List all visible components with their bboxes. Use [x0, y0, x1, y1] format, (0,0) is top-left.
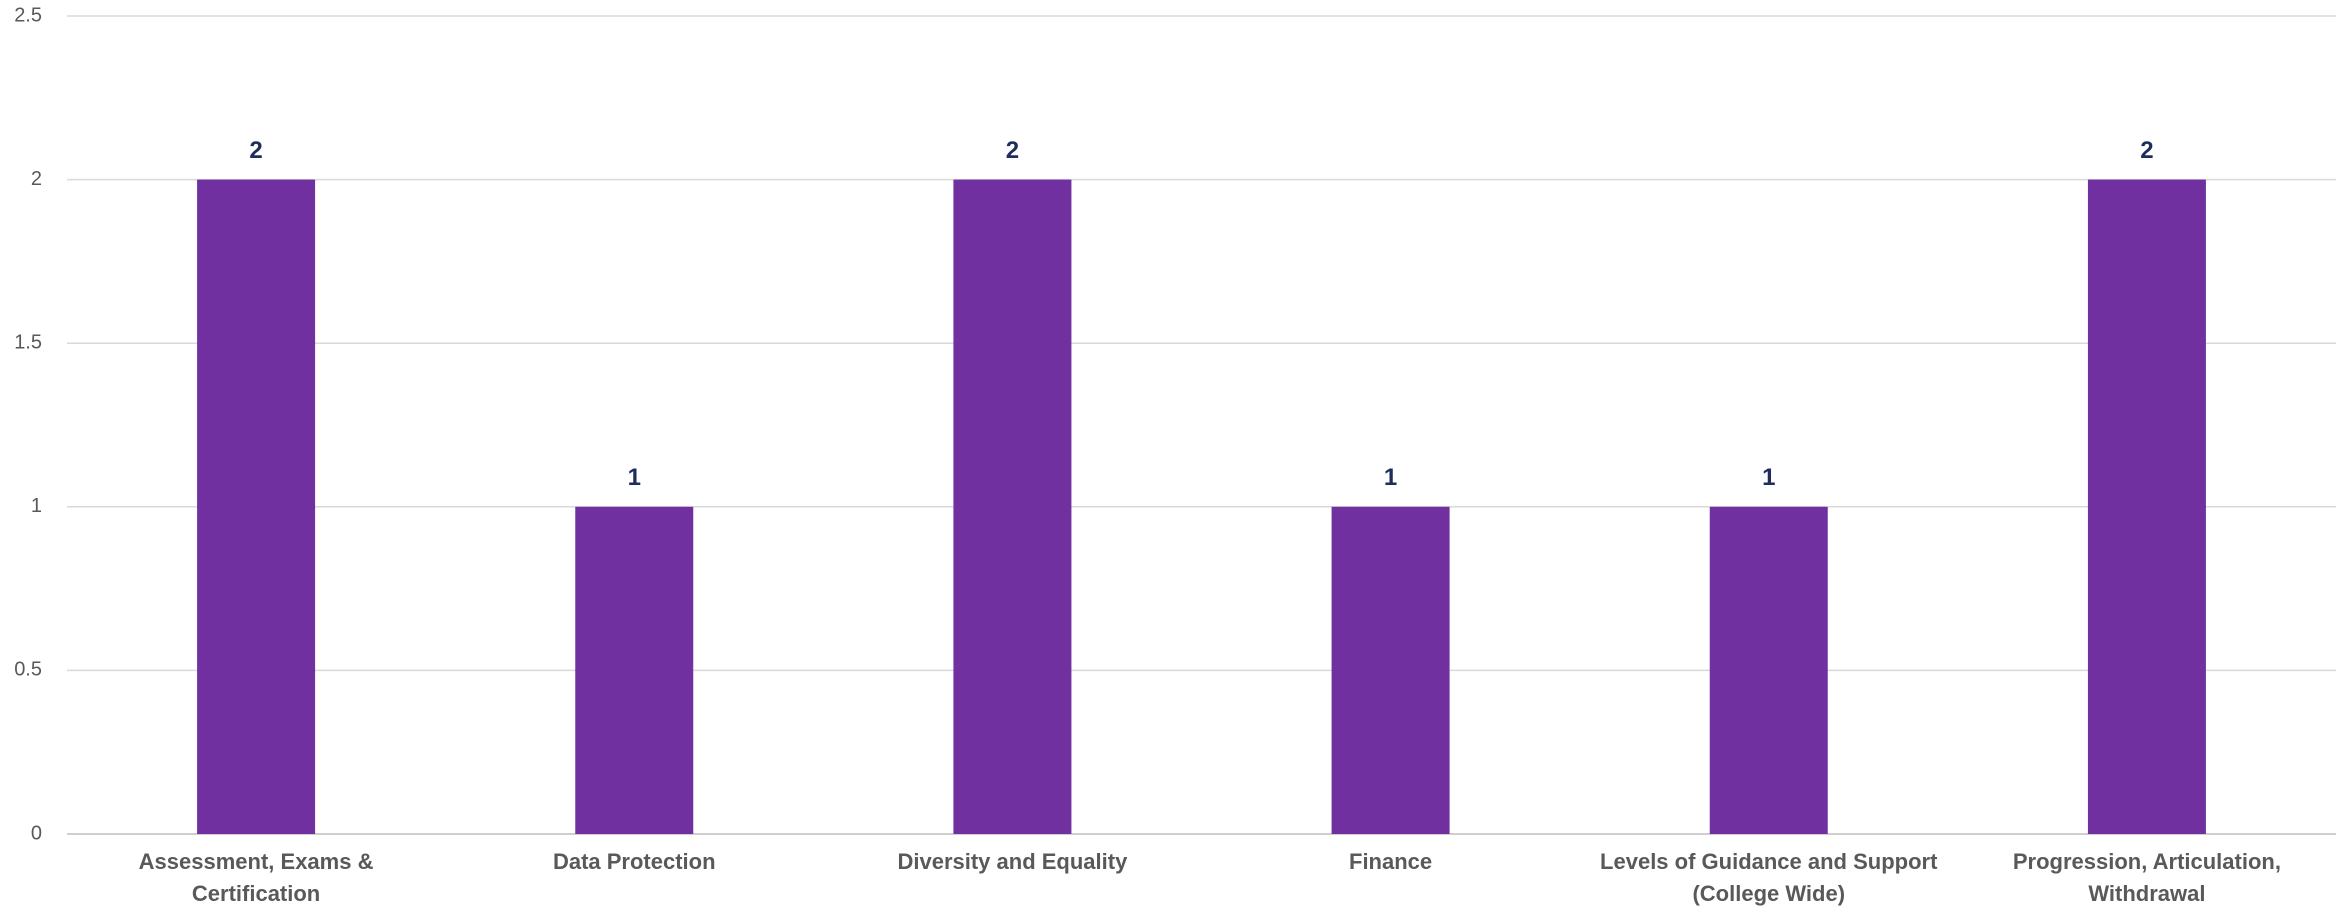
- y-tick-label: 2.5: [14, 4, 42, 26]
- y-tick-label: 1.5: [14, 331, 42, 353]
- bar: [575, 506, 694, 834]
- y-tick-label: 2: [31, 168, 42, 190]
- y-tick-label: 1: [31, 495, 42, 517]
- data-label: 1: [1762, 464, 1775, 491]
- y-tick-label: 0: [31, 822, 42, 844]
- bar: [953, 179, 1072, 835]
- bar: [2087, 179, 2206, 835]
- x-tick-label: Diversity and Equality: [897, 849, 1128, 874]
- bar: [1709, 506, 1828, 834]
- x-tick-label: Finance: [1349, 849, 1433, 874]
- x-tick-label: Data Protection: [552, 849, 716, 874]
- x-tick-label: Assessment, Exams & Certification: [138, 849, 374, 906]
- data-label: 1: [628, 464, 641, 491]
- x-tick-label: Progression, Articulation, Withdrawal: [2012, 849, 2281, 906]
- data-label: 1: [1384, 464, 1397, 491]
- bar: [1331, 506, 1450, 834]
- data-label: 2: [249, 137, 262, 164]
- data-label: 2: [2140, 137, 2153, 164]
- y-tick-label: 0.5: [14, 659, 42, 681]
- x-tick-label: Levels of Guidance and Support (College …: [1600, 849, 1938, 906]
- bar: [197, 179, 316, 835]
- data-label: 2: [1006, 137, 1019, 164]
